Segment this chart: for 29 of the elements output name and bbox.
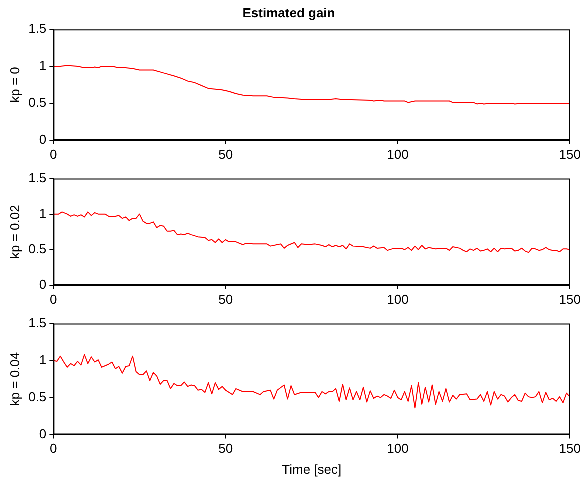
y-tick-label: 0 — [39, 276, 47, 292]
y-tick-label: 1.5 — [28, 315, 47, 330]
y-axis-title: kp = 0.04 — [7, 352, 22, 406]
y-tick-label: 0 — [39, 426, 47, 442]
y-tick-label: 1.5 — [28, 21, 47, 36]
chart-title: Estimated gain — [242, 5, 336, 20]
x-tick-label: 50 — [218, 146, 234, 162]
x-tick-label: 50 — [218, 441, 234, 456]
x-tick-label: 150 — [559, 441, 582, 456]
x-tick-label: 0 — [50, 441, 58, 456]
x-tick-label: 0 — [50, 146, 58, 162]
y-tick-label: 0.5 — [28, 389, 47, 404]
y-tick-label: 1 — [39, 352, 47, 368]
y-tick-label: 1.5 — [28, 170, 47, 186]
x-tick-label: 50 — [218, 292, 234, 307]
x-tick-label: 100 — [387, 292, 409, 307]
y-tick-label: 0 — [39, 132, 47, 147]
x-tick-label: 100 — [387, 441, 409, 456]
y-tick-label: 1 — [39, 206, 47, 221]
y-tick-label: 1 — [39, 58, 47, 74]
x-tick-label: 150 — [559, 146, 582, 162]
y-axis-title: kp = 0 — [7, 67, 22, 103]
x-axis-title: Time [sec] — [282, 462, 342, 477]
x-tick-label: 0 — [50, 292, 58, 307]
y-tick-label: 0.5 — [28, 241, 47, 256]
x-tick-label: 100 — [387, 146, 409, 162]
y-tick-label: 0.5 — [28, 95, 47, 110]
y-axis-title: kp = 0.02 — [7, 205, 22, 260]
x-tick-label: 150 — [559, 292, 582, 307]
